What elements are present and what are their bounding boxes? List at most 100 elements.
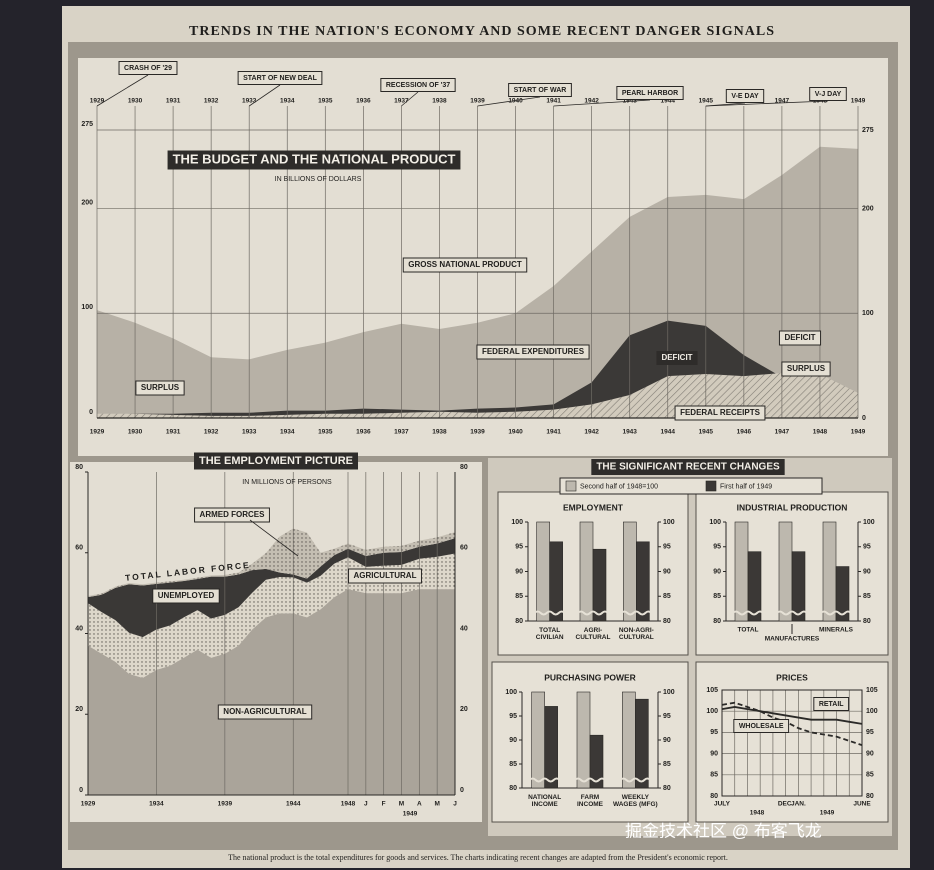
annotation: DEFICIT <box>784 333 815 342</box>
annotation: SURPLUS <box>787 364 826 373</box>
annotation-box <box>135 380 185 396</box>
y-tick-label-right: 90 <box>663 737 671 744</box>
annotation-group: SURPLUS <box>781 361 831 377</box>
series-label: AGRICULTURAL <box>354 571 417 580</box>
chart-title-box <box>167 150 461 170</box>
legend-label: Second half of 1948=100 <box>580 483 658 490</box>
label-pointer <box>249 519 299 557</box>
bar <box>747 551 762 622</box>
axis-break <box>820 610 852 616</box>
legend-swatch <box>565 480 577 492</box>
chart-title: THE EMPLOYMENT PICTURE <box>199 455 353 467</box>
y-tick-label-right: 95 <box>863 544 871 551</box>
event-label-group: START OF WAR <box>508 83 572 97</box>
x-tick-label-top: 1937 <box>394 98 409 105</box>
series-label-box <box>152 588 220 604</box>
x-tick-label: 1945 <box>699 429 714 436</box>
x-tick-label: NON-AGRI-CULTURAL <box>619 627 654 641</box>
annotation-box <box>778 330 822 346</box>
x-tick-label-top: 1940 <box>508 98 523 105</box>
event-label: PEARL HARBOR <box>622 90 678 97</box>
x-tick-label: NATIONAL INCOME <box>528 794 561 808</box>
y-tick-label: 40 <box>75 625 83 632</box>
bar <box>531 691 545 789</box>
y-tick-label-right: 95 <box>866 729 874 736</box>
bar <box>544 706 558 789</box>
event-pointer <box>477 96 541 107</box>
chart-title-group: THE EMPLOYMENT PICTURE <box>193 452 359 470</box>
y-tick-label: 95 <box>710 729 718 736</box>
y-tick-label: 80 <box>713 618 721 625</box>
event-label: START OF NEW DEAL <box>243 75 317 82</box>
bar <box>734 521 749 622</box>
y-tick-label-right: 90 <box>866 750 874 757</box>
x-tick-label: A <box>417 801 422 808</box>
event-label: START OF WAR <box>514 87 567 94</box>
series-label: GROSS NATIONAL PRODUCT <box>408 260 522 269</box>
x-tick-label: 1944 <box>286 801 301 808</box>
annotation-group: DEFICIT <box>778 330 822 346</box>
y-tick-label: 200 <box>81 199 93 206</box>
event-pointer <box>401 91 419 107</box>
y-tick-label: 0 <box>89 409 93 416</box>
x-tick-label-top: 1942 <box>584 98 599 105</box>
y-tick-label-right: 40 <box>460 625 468 632</box>
y-tick-label-right: 100 <box>863 519 875 526</box>
series-label-group: AGRICULTURAL <box>348 568 422 584</box>
event-label-box <box>508 83 572 97</box>
y-tick-label-right: 95 <box>663 713 671 720</box>
y-tick-label-right: 90 <box>863 568 871 575</box>
event-label: V-E DAY <box>731 93 759 100</box>
event-label: CRASH OF '29 <box>124 65 172 72</box>
x-tick-label: 1937 <box>394 429 409 436</box>
y-tick-label: 85 <box>509 761 517 768</box>
y-tick-label: 90 <box>515 568 523 575</box>
x-tick-label: FARM INCOME <box>577 794 604 808</box>
event-pointer <box>705 100 829 107</box>
event-pointer <box>553 99 651 107</box>
x-tick-label: J <box>453 801 457 808</box>
y-tick-label: 0 <box>79 787 83 794</box>
series-label: FEDERAL RECEIPTS <box>680 408 761 417</box>
bar <box>592 548 607 622</box>
x-tick-label-top: 1932 <box>204 98 219 105</box>
area <box>88 538 455 638</box>
axis-break <box>620 610 653 616</box>
series-label-box <box>348 568 422 584</box>
x-tick-label: M <box>399 801 404 808</box>
text-line: CULTURAL <box>576 634 611 641</box>
y-tick-label-right: 80 <box>866 793 874 800</box>
event-label-box <box>237 71 323 85</box>
chart-title-box <box>193 452 359 470</box>
x-tick-label: DEC. <box>778 801 794 808</box>
x-tick-label-top: 1941 <box>546 98 561 105</box>
x-tick-label: 1934 <box>280 429 295 436</box>
y-tick-label: 275 <box>81 121 93 128</box>
axis-break <box>577 610 609 616</box>
y-tick-label: 80 <box>710 793 718 800</box>
legend: Second half of 1948=100 First half of 194… <box>559 477 823 495</box>
y-tick-label-right: 90 <box>663 568 671 575</box>
y-tick-label: 100 <box>709 519 721 526</box>
x-tick-label: M <box>434 801 439 808</box>
y-tick-label-right: 275 <box>862 127 874 134</box>
event-label-box <box>725 89 765 103</box>
annotation-group: SURPLUS <box>135 380 185 396</box>
series-label-box <box>674 405 766 421</box>
y-tick-label: 100 <box>511 519 523 526</box>
x-tick-label: 1940 <box>508 429 523 436</box>
y-tick-label: 90 <box>713 568 721 575</box>
series-label-group: GROSS NATIONAL PRODUCT <box>402 257 528 273</box>
series-label: WHOLESALE <box>739 723 784 730</box>
series-label-box <box>813 697 850 711</box>
bar <box>576 691 591 789</box>
chart-title: THE BUDGET AND THE NATIONAL PRODUCT <box>173 151 456 166</box>
text-line: INCOME <box>577 801 604 808</box>
y-tick-label: 100 <box>81 304 93 311</box>
text-line: CULTURAL <box>619 634 654 641</box>
legend-frame <box>559 477 823 495</box>
axis-break <box>533 610 566 616</box>
event-label-group: RECESSION OF '37 <box>380 78 456 92</box>
x-tick-label: 1934 <box>149 801 164 808</box>
chart-title: INDUSTRIAL PRODUCTION <box>737 502 848 512</box>
